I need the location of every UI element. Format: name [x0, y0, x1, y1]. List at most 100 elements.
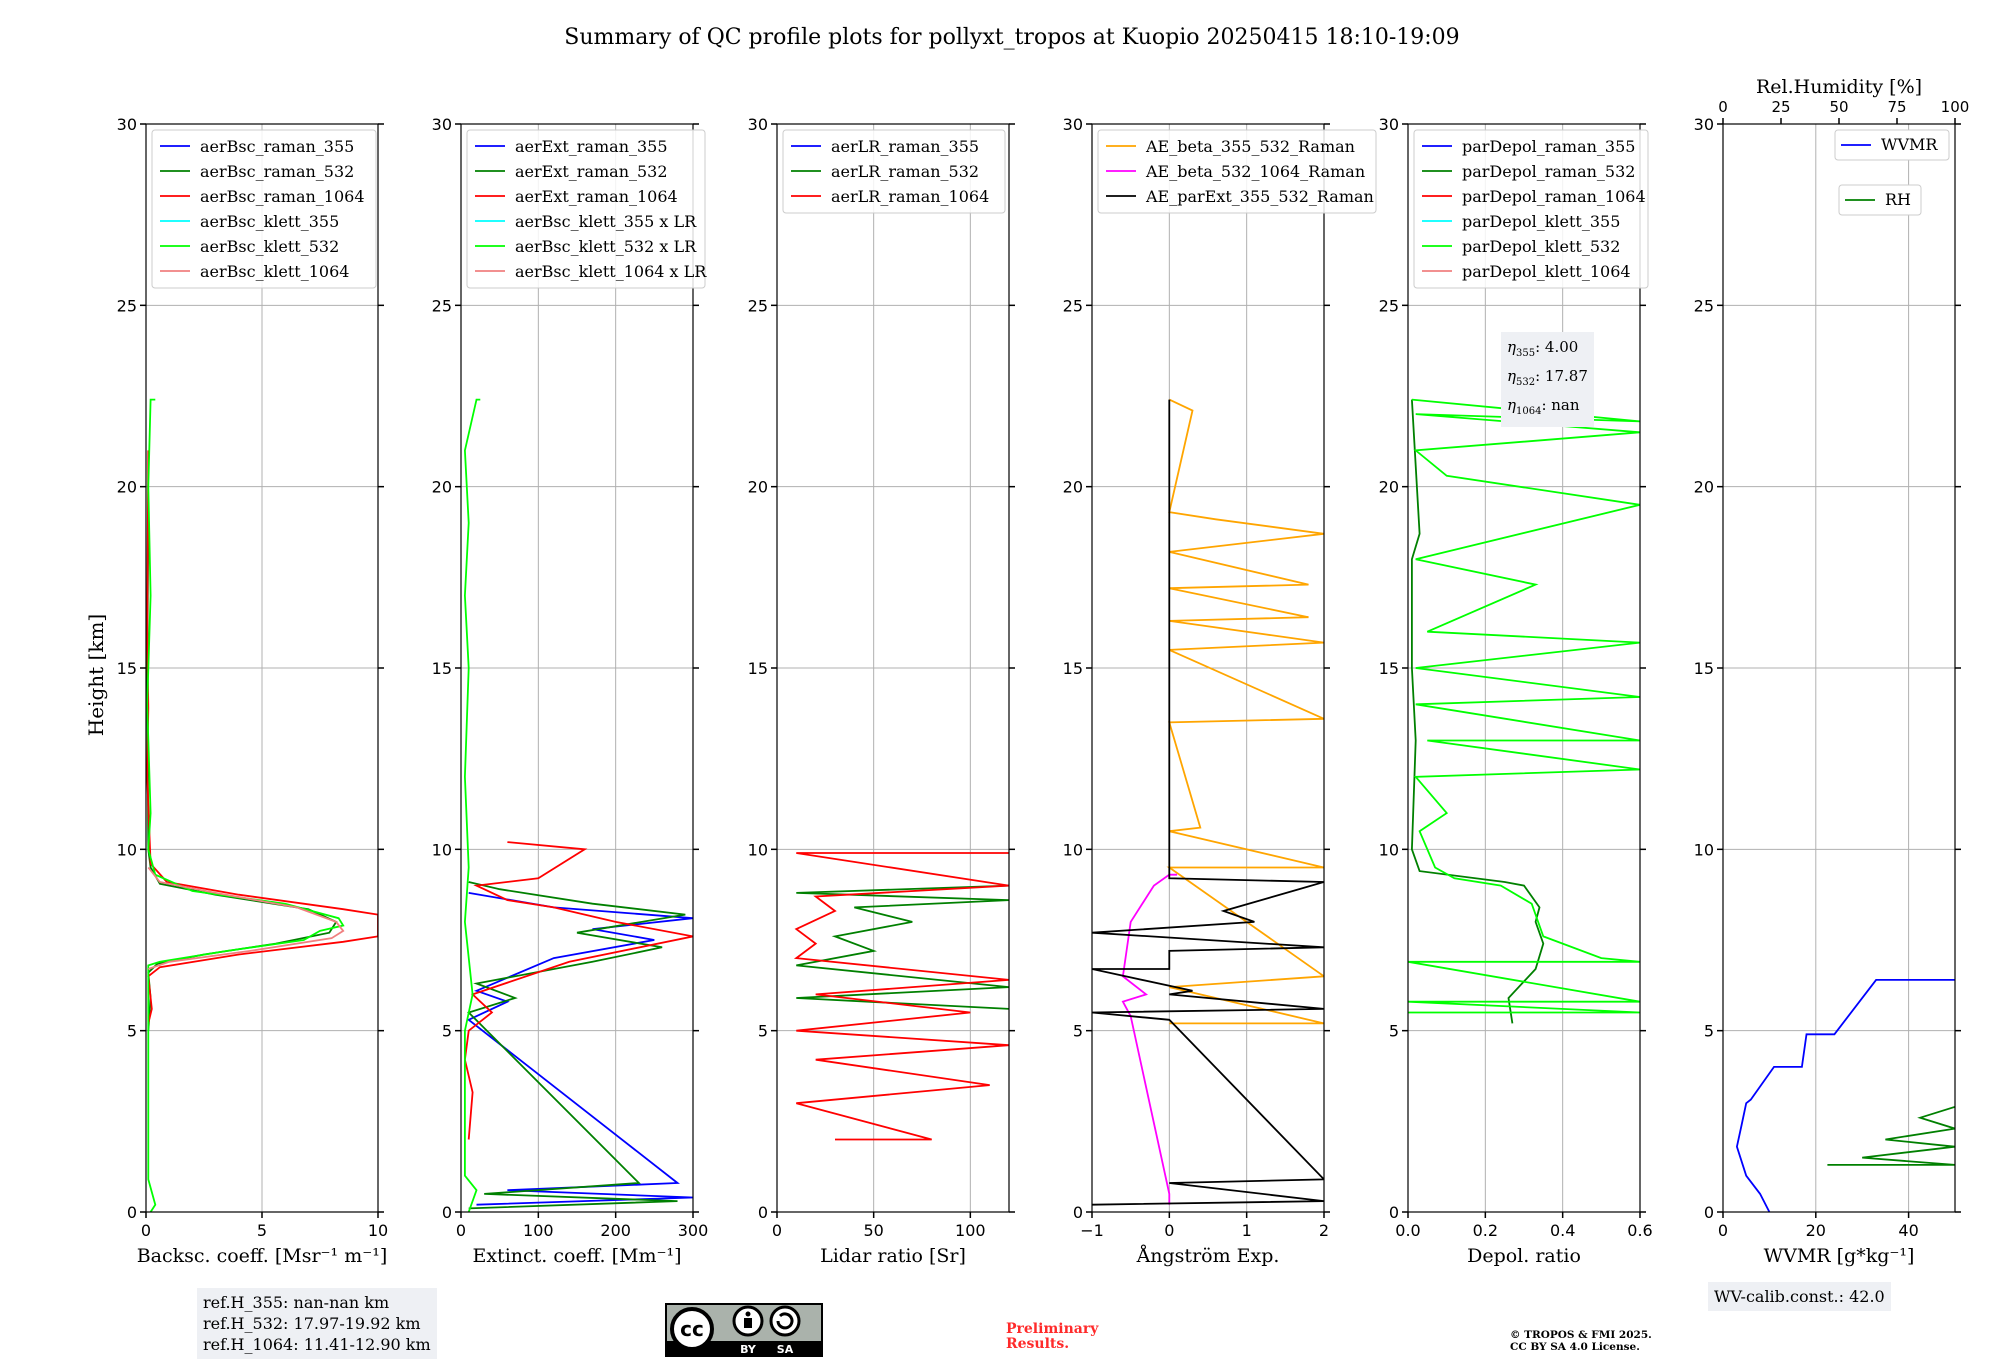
- series-parDepol_klett_532: [1408, 398, 1640, 1014]
- ytick-label: 15: [1379, 659, 1399, 678]
- ytick-label: 10: [748, 840, 768, 859]
- ytick-label: 10: [1694, 840, 1714, 859]
- ytick-label: 5: [758, 1022, 768, 1041]
- ytick-label: 25: [117, 296, 137, 315]
- ytick-label: 30: [1694, 115, 1714, 134]
- xtick-label: 100: [523, 1221, 554, 1240]
- series-aerBsc_klett_532 x LR: [463, 398, 481, 1212]
- legend-entry: AE_parExt_355_532_Raman: [1145, 187, 1374, 206]
- preliminary-note: Preliminary Results.: [1006, 1321, 1099, 1352]
- legend-entry: parDepol_klett_532: [1462, 237, 1620, 256]
- ref-height-1064: ref.H_1064: 11.41-12.90 km: [203, 1335, 431, 1354]
- xtick-label: 0.4: [1550, 1221, 1575, 1240]
- series-aerLR_raman_1064: [793, 852, 1009, 1141]
- xtick-label: 10: [368, 1221, 388, 1240]
- ytick-label: 10: [432, 840, 452, 859]
- ytick-label: 10: [117, 840, 137, 859]
- legend-box: [1834, 129, 1950, 161]
- series-aerLR_raman_532: [796, 884, 1009, 1010]
- ytick-label: 15: [748, 659, 768, 678]
- ytick-label: 20: [432, 478, 452, 497]
- ytick-label: 30: [1063, 115, 1083, 134]
- ref-height-box: ref.H_355: nan-nan km ref.H_532: 17.97-1…: [197, 1288, 437, 1359]
- legend-entry: aerLR_raman_1064: [831, 187, 989, 206]
- ytick-label: 15: [432, 659, 452, 678]
- x-axis-label: Ångström Exp.: [1136, 1245, 1280, 1267]
- legend-box: [151, 129, 377, 289]
- x-axis-label: Lidar ratio [Sr]: [820, 1245, 966, 1267]
- legend-box: [1097, 129, 1377, 214]
- series-parDepol_raman_532: [1410, 399, 1545, 1024]
- ytick-label: 0: [442, 1203, 452, 1222]
- legend-entry: parDepol_raman_532: [1462, 162, 1635, 181]
- series-aerExt_raman_1064: [463, 841, 693, 1140]
- xtick-label: 0: [141, 1221, 151, 1240]
- legend-box: [466, 129, 706, 289]
- ytick-label: 20: [117, 478, 137, 497]
- legend-entry: aerBsc_klett_532 x LR: [515, 237, 697, 256]
- svg-text:SA: SA: [777, 1343, 794, 1356]
- x-axis-label: WVMR [g*kg⁻¹]: [1764, 1245, 1915, 1267]
- xtick-label: 200: [600, 1221, 631, 1240]
- legend-entry: aerBsc_klett_355 x LR: [515, 212, 697, 231]
- x-axis-label: Extinct. coeff. [Mm⁻¹]: [472, 1245, 681, 1267]
- xtick-label: 0: [1718, 1221, 1728, 1240]
- legend-entry: aerLR_raman_355: [831, 137, 979, 156]
- series-AE_parExt_355_532_Raman: [1092, 399, 1324, 1206]
- ytick-label: 25: [432, 296, 452, 315]
- legend-entry: aerLR_raman_532: [831, 162, 979, 181]
- xtick-top-label: 50: [1829, 98, 1848, 116]
- legend-entry: parDepol_klett_1064: [1462, 262, 1631, 281]
- xtick-top-label: 0: [1718, 98, 1728, 116]
- xtick-label: −1: [1080, 1221, 1104, 1240]
- figure-title: Summary of QC profile plots for pollyxt_…: [564, 25, 1459, 50]
- wv-calib-box: WV-calib.const.: 42.0: [1708, 1282, 1891, 1311]
- ytick-label: 25: [1694, 296, 1714, 315]
- ytick-label: 15: [1694, 659, 1714, 678]
- xtick-label: 40: [1898, 1221, 1918, 1240]
- xtick-label: 5: [257, 1221, 267, 1240]
- series-aerBsc_klett_532: [146, 398, 345, 1212]
- ytick-label: 5: [1704, 1022, 1714, 1041]
- ytick-label: 20: [1063, 478, 1083, 497]
- xtick-top-label: 75: [1887, 98, 1906, 116]
- ytick-label: 30: [117, 115, 137, 134]
- ref-height-532: ref.H_532: 17.97-19.92 km: [203, 1314, 421, 1333]
- svg-text:cc: cc: [680, 1317, 704, 1341]
- ytick-label: 0: [1704, 1203, 1714, 1222]
- legend-entry: aerExt_raman_532: [515, 162, 668, 181]
- legend-entry: parDepol_raman_1064: [1462, 187, 1646, 206]
- legend-entry: aerBsc_klett_1064: [200, 262, 349, 281]
- ytick-label: 30: [748, 115, 768, 134]
- ytick-label: 25: [1379, 296, 1399, 315]
- legend-entry: AE_beta_355_532_Raman: [1145, 137, 1355, 156]
- ytick-label: 0: [1389, 1203, 1399, 1222]
- xtick-label: 0.6: [1627, 1221, 1652, 1240]
- svg-text:BY: BY: [740, 1343, 757, 1356]
- xtick-label: 2: [1319, 1221, 1329, 1240]
- ytick-label: 20: [1694, 478, 1714, 497]
- series-RH: [1827, 1105, 1955, 1166]
- series-aerExt_raman_532: [467, 881, 686, 1210]
- legend-box: [1413, 129, 1649, 289]
- ytick-label: 20: [748, 478, 768, 497]
- wv-calib-const: WV-calib.const.: 42.0: [1714, 1287, 1885, 1306]
- legend-entry: aerExt_raman_1064: [515, 187, 678, 206]
- xtick-label: 50: [863, 1221, 883, 1240]
- legend-entry: aerBsc_raman_355: [200, 137, 354, 156]
- xtick-label: 0: [456, 1221, 466, 1240]
- series-aerBsc_klett_1064: [147, 866, 345, 970]
- ytick-label: 20: [1379, 478, 1399, 497]
- eta-1064: η1064: nan: [1507, 396, 1580, 417]
- series-aerExt_raman_355: [466, 892, 693, 1206]
- legend-entry: RH: [1885, 190, 1911, 209]
- legend-entry: parDepol_klett_355: [1462, 212, 1620, 231]
- xtick-label: 300: [678, 1221, 709, 1240]
- ytick-label: 5: [1389, 1022, 1399, 1041]
- legend-entry: parDepol_raman_355: [1462, 137, 1635, 156]
- cc-license-badge: cc BY SA: [665, 1303, 823, 1357]
- xtick-label: 20: [1806, 1221, 1826, 1240]
